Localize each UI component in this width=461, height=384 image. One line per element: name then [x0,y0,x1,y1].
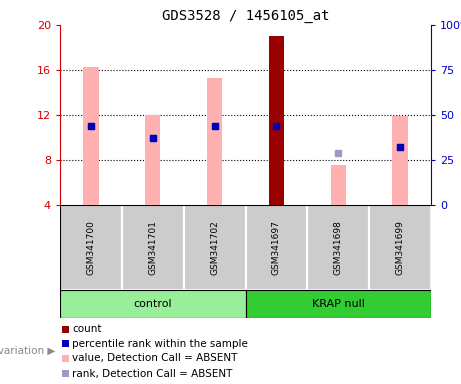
Text: GSM341702: GSM341702 [210,220,219,275]
Bar [331,164,346,205]
Bar [62,340,69,348]
Bar [60,205,122,290]
Bar [62,370,69,377]
Bar [307,205,369,290]
Bar [269,36,284,205]
Bar [60,290,246,318]
Bar [369,205,431,290]
Bar [183,205,246,290]
Text: GSM341701: GSM341701 [148,220,157,275]
Text: GSM341697: GSM341697 [272,220,281,275]
Bar [392,116,408,205]
Text: percentile rank within the sample: percentile rank within the sample [72,339,248,349]
Text: GSM341700: GSM341700 [86,220,95,275]
Bar [62,326,69,333]
Text: KRAP null: KRAP null [312,299,365,309]
Text: GSM341699: GSM341699 [396,220,405,275]
Bar [83,67,99,205]
Bar [246,290,431,318]
Bar [62,355,69,362]
Bar [145,115,160,205]
Title: GDS3528 / 1456105_at: GDS3528 / 1456105_at [162,8,329,23]
Bar [207,78,222,205]
Text: genotype/variation ▶: genotype/variation ▶ [0,346,55,356]
Bar [246,205,307,290]
Text: control: control [133,299,172,309]
Text: rank, Detection Call = ABSENT: rank, Detection Call = ABSENT [72,369,232,379]
Text: count: count [72,324,101,334]
Bar [122,205,183,290]
Text: value, Detection Call = ABSENT: value, Detection Call = ABSENT [72,353,237,363]
Text: GSM341698: GSM341698 [334,220,343,275]
